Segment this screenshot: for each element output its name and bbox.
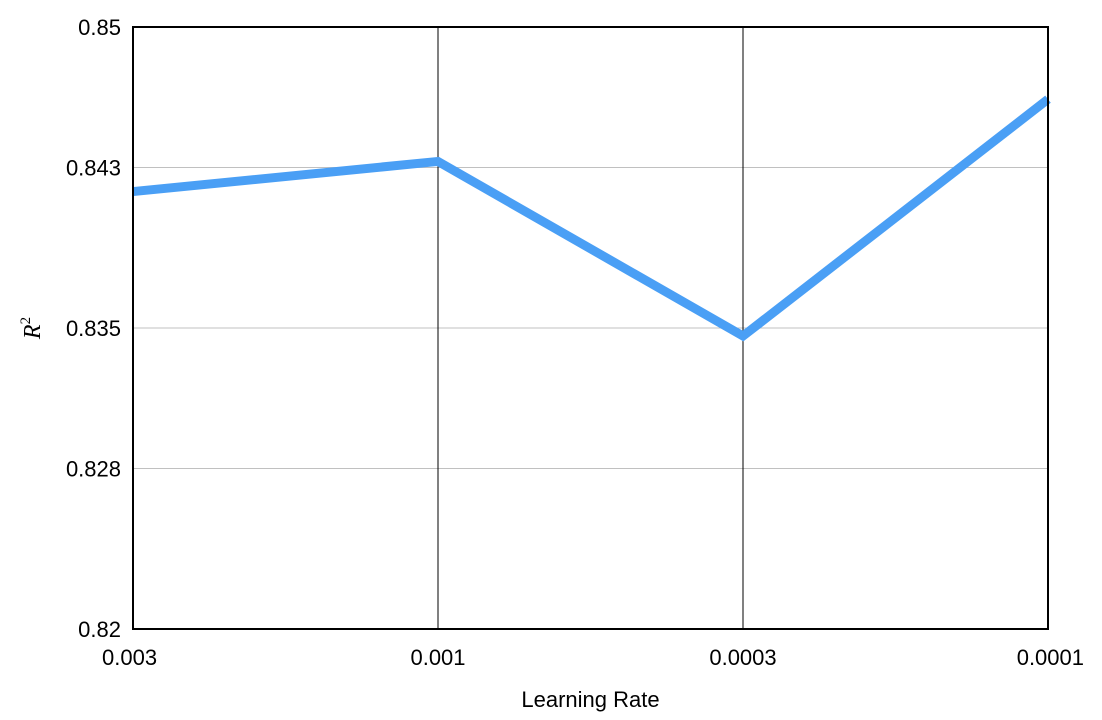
- x-axis-tick-labels: 0.003 0.001 0.0003 0.0001: [102, 645, 1084, 670]
- y-tick-label: 0.828: [66, 456, 121, 481]
- y-tick-label: 0.843: [66, 155, 121, 180]
- y-axis-tick-labels: 0.85 0.843 0.835 0.828 0.82: [66, 15, 121, 642]
- y-tick-label: 0.82: [78, 617, 121, 642]
- x-tick-label: 0.0001: [1017, 645, 1084, 670]
- y-axis-title: R2: [18, 317, 46, 340]
- x-tick-label: 0.001: [410, 645, 465, 670]
- y-axis-title-base: R: [20, 324, 46, 340]
- x-axis-title: Learning Rate: [521, 687, 659, 712]
- x-tick-label: 0.003: [102, 645, 157, 670]
- grid-lines: [133, 27, 1048, 629]
- x-tick-label: 0.0003: [709, 645, 776, 670]
- series-line: [132, 95, 1051, 342]
- series-layer: [132, 95, 1051, 342]
- y-tick-label: 0.835: [66, 316, 121, 341]
- plot-area-frame: [132, 26, 1049, 630]
- y-tick-label: 0.85: [78, 15, 121, 40]
- y-axis-title-superscript: 2: [18, 317, 34, 325]
